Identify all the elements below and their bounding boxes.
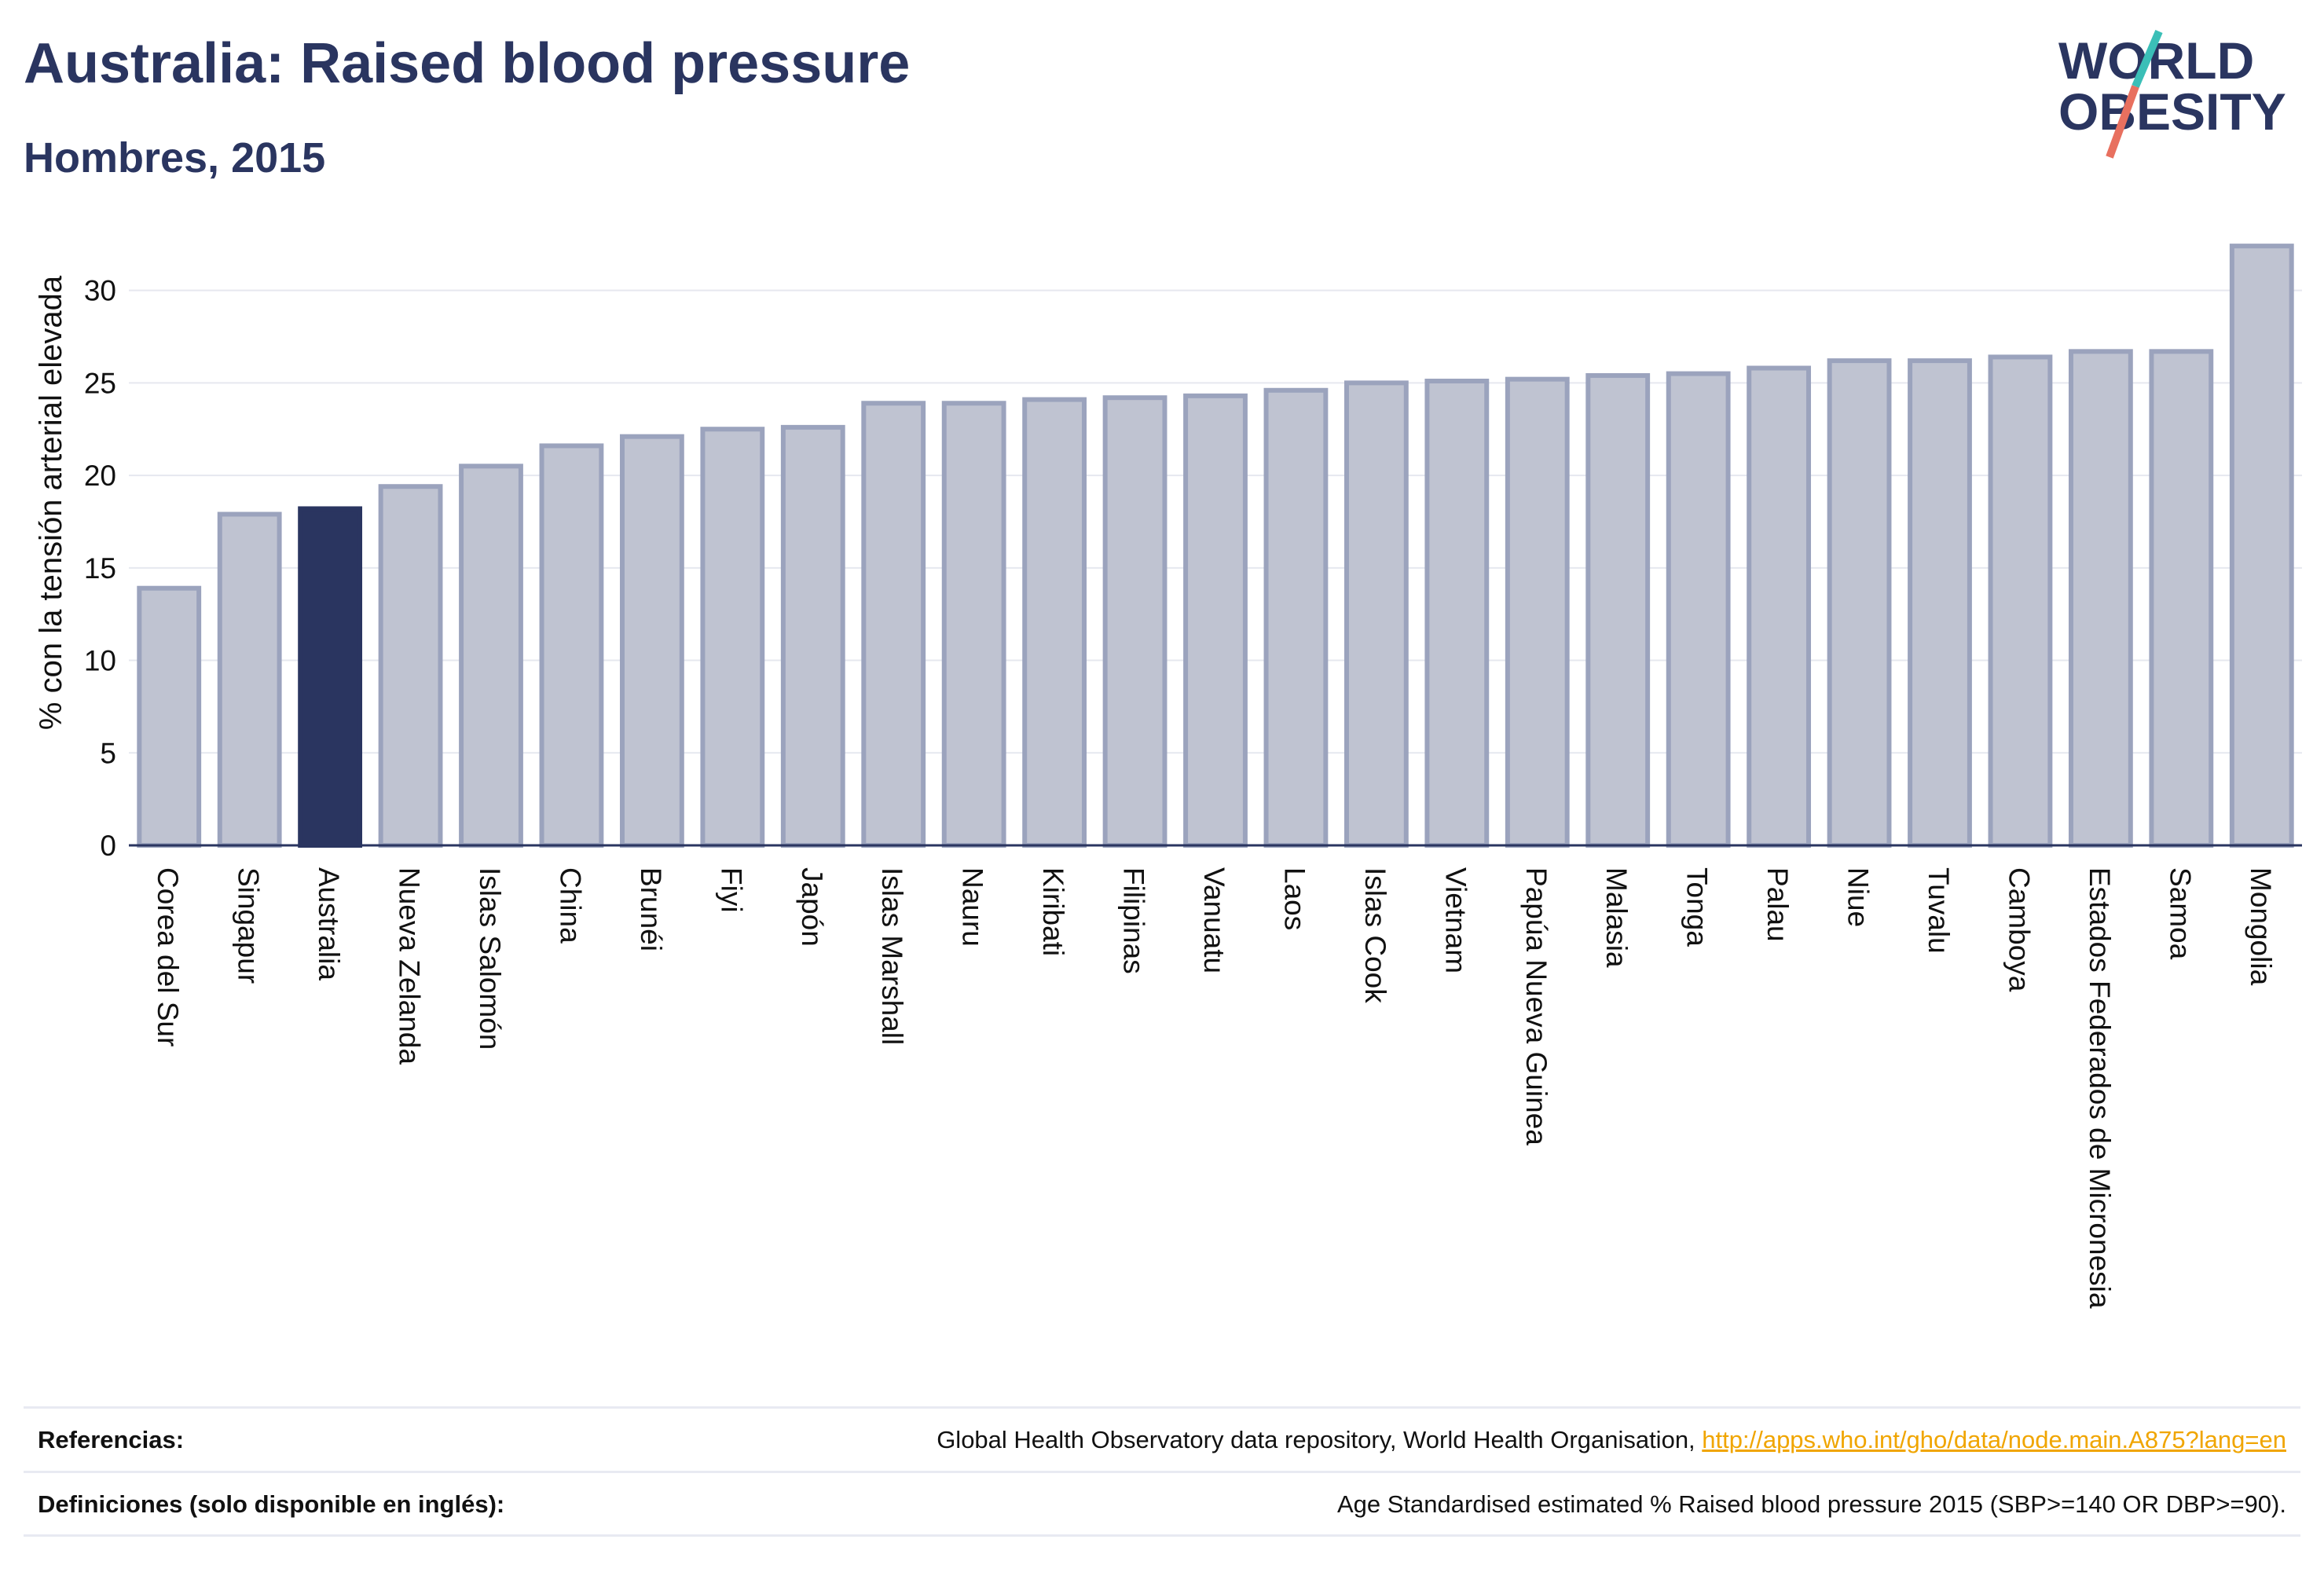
y-tick-label: 15 xyxy=(84,552,116,585)
chart-title: Australia: Raised blood pressure xyxy=(24,32,911,95)
x-tick-label: China xyxy=(554,867,586,944)
x-tick-label: Tuvalu xyxy=(1923,867,1955,954)
references-value: Global Health Observatory data repositor… xyxy=(937,1426,2286,1454)
bar[interactable] xyxy=(2068,349,2133,848)
y-tick-label: 5 xyxy=(100,737,116,769)
definitions-text: Age Standardised estimated % Raised bloo… xyxy=(1336,1490,2286,1518)
x-tick-label: Islas Marshall xyxy=(876,867,908,1045)
bar[interactable] xyxy=(2149,349,2214,848)
x-tick-label: Papúa Nueva Guinea xyxy=(1520,867,1552,1145)
bar[interactable] xyxy=(941,401,1006,848)
bars xyxy=(137,244,2294,848)
bar[interactable] xyxy=(1666,371,1731,848)
bar[interactable] xyxy=(1183,393,1248,848)
bar[interactable] xyxy=(298,506,363,848)
logo-line2: OBESITY xyxy=(2058,82,2286,141)
y-tick-label: 30 xyxy=(84,275,116,307)
definitions-row: Definiciones (solo disponible en inglés)… xyxy=(24,1471,2300,1536)
x-tick-label: Camboya xyxy=(2003,867,2035,992)
bar[interactable] xyxy=(1343,380,1409,848)
x-tick-label: Islas Cook xyxy=(1359,867,1391,1003)
footer-divider xyxy=(24,1534,2300,1537)
y-tick-label: 0 xyxy=(100,830,116,862)
definitions-label: Definiciones (solo disponible en inglés)… xyxy=(38,1490,505,1518)
bar[interactable] xyxy=(1263,387,1329,848)
y-axis-label: % con la tensión arterial elevada xyxy=(34,275,68,730)
bar[interactable] xyxy=(1585,372,1651,848)
bar[interactable] xyxy=(217,511,282,848)
bar[interactable] xyxy=(780,424,845,848)
x-tick-label: Japón xyxy=(796,867,828,947)
x-tick-label: Corea del Sur xyxy=(152,867,184,1046)
bar[interactable] xyxy=(619,434,684,848)
y-tick-label: 25 xyxy=(84,367,116,399)
bar-chart: 0 5 10 15 20 25 30 Corea del Sur Singapur Austral… xyxy=(34,244,2302,1309)
y-tick-label: 10 xyxy=(84,645,116,677)
x-tick-label: Filipinas xyxy=(1118,867,1150,974)
bar[interactable] xyxy=(1747,365,1812,848)
logo-slash-top xyxy=(2132,30,2163,88)
bar[interactable] xyxy=(539,443,604,848)
bar[interactable] xyxy=(1102,395,1167,848)
x-tick-label: Samoa xyxy=(2164,867,2196,960)
x-tick-label: Singapur xyxy=(233,867,265,984)
x-tick-label: Nueva Zelanda xyxy=(394,867,426,1065)
bar[interactable] xyxy=(459,464,523,848)
x-tick-label: Nauru xyxy=(957,867,989,947)
x-tick-label: Mongolia xyxy=(2245,867,2277,986)
references-label: Referencias: xyxy=(38,1426,185,1453)
tick-labels: 0 5 10 15 20 25 30 Corea del Sur Singapur Austral… xyxy=(84,275,2277,1309)
world-obesity-logo: WORLD OBESITY xyxy=(2058,30,2286,159)
bar[interactable] xyxy=(1988,354,2053,848)
x-tick-label: Palau xyxy=(1761,867,1794,942)
x-tick-label: Malasia xyxy=(1600,867,1633,968)
references-row: Referencias: Global Health Observatory d… xyxy=(24,1406,2300,1472)
x-tick-label: Estados Federados de Micronesia xyxy=(2084,867,2116,1309)
references-text: Global Health Observatory data repositor… xyxy=(937,1426,1703,1453)
x-tick-label: Vietnam xyxy=(1439,867,1472,973)
bar[interactable] xyxy=(1505,376,1570,848)
x-tick-label: Tonga xyxy=(1681,867,1714,947)
bar[interactable] xyxy=(137,585,202,848)
logo-slash-bottom xyxy=(2106,85,2139,159)
x-tick-label: Australia xyxy=(313,867,345,980)
bar[interactable] xyxy=(700,427,765,848)
x-tick-label: Vanuatu xyxy=(1198,867,1230,973)
references-link[interactable]: http://apps.who.int/gho/data/node.main.A… xyxy=(1702,1426,2286,1453)
x-tick-label: Kiribati xyxy=(1037,867,1069,956)
bar[interactable] xyxy=(1022,397,1087,848)
chart-subtitle: Hombres, 2015 xyxy=(24,134,326,181)
bar[interactable] xyxy=(2229,244,2294,848)
bar[interactable] xyxy=(378,484,443,848)
y-tick-label: 20 xyxy=(84,460,116,492)
x-tick-label: Brunéi xyxy=(635,867,667,951)
bar[interactable] xyxy=(861,401,926,848)
x-tick-label: Fiyi xyxy=(715,867,747,913)
x-tick-label: Niue xyxy=(1842,867,1875,927)
bar[interactable] xyxy=(1827,358,1892,848)
bar[interactable] xyxy=(1908,358,1972,848)
bar[interactable] xyxy=(1424,379,1490,848)
x-tick-label: Islas Salomón xyxy=(474,867,506,1050)
x-tick-label: Laos xyxy=(1278,867,1310,930)
